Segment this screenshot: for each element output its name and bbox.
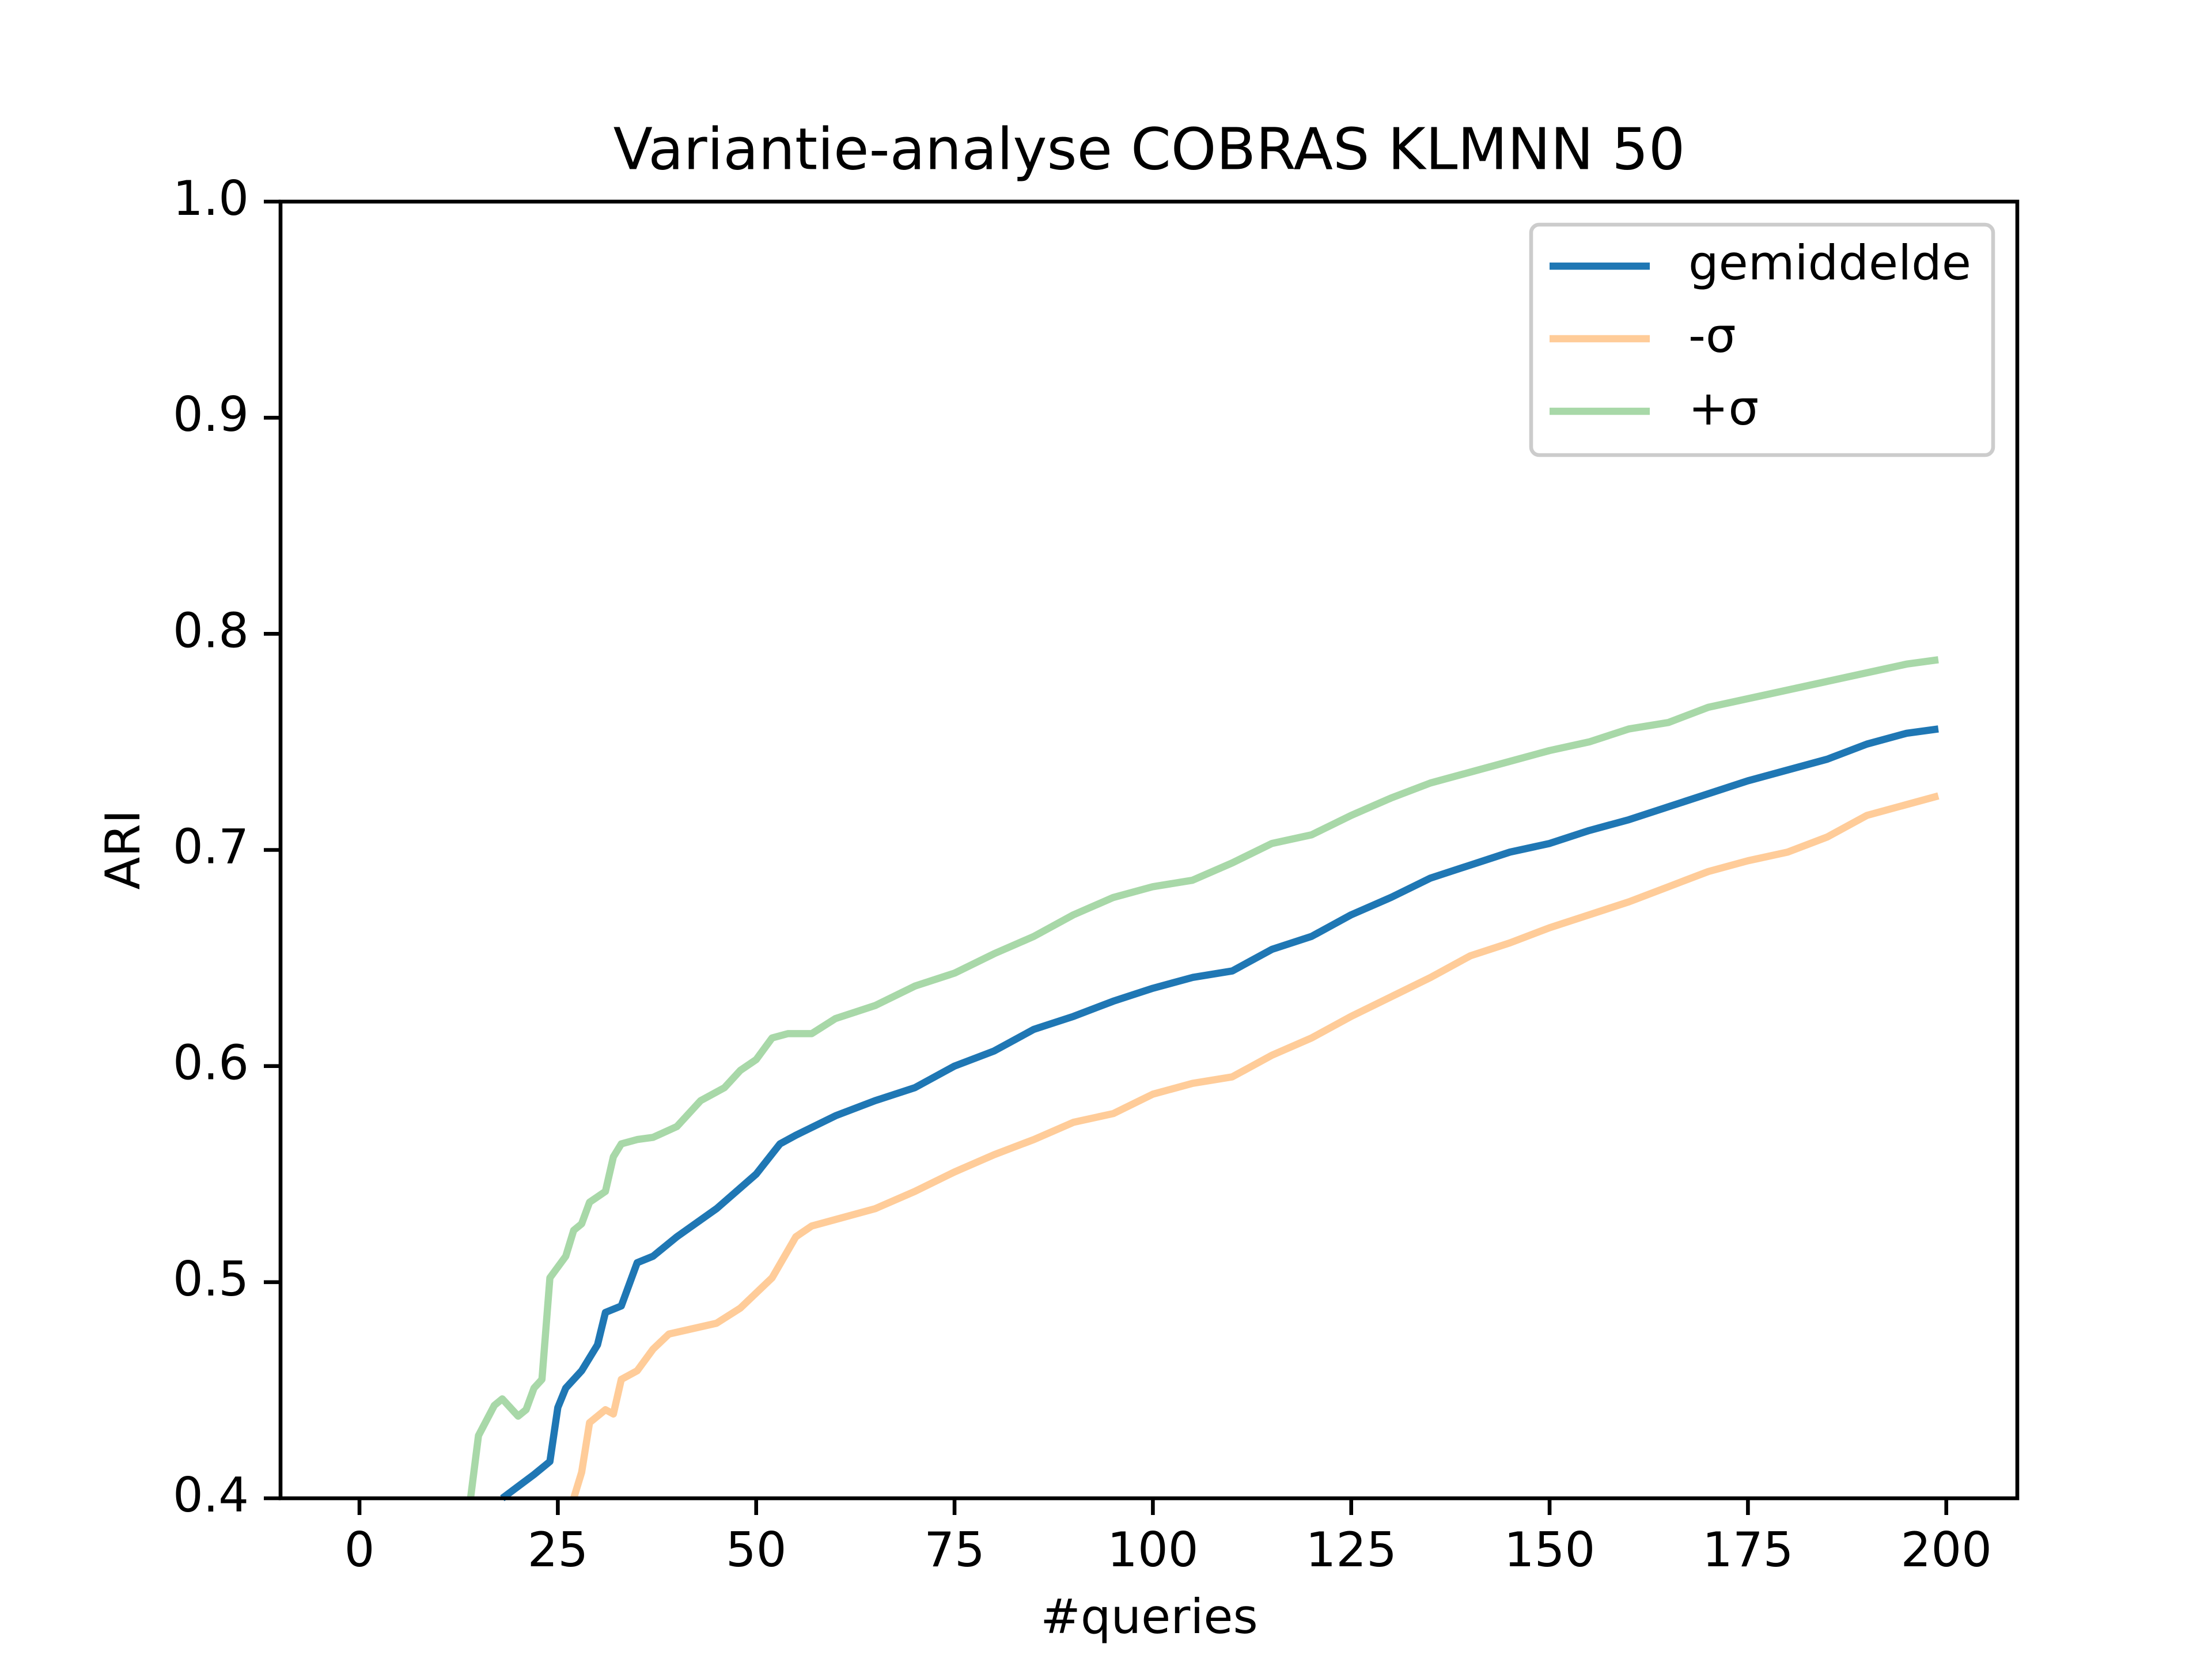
y-tick-label: 1.0 <box>173 171 249 226</box>
data-line <box>570 792 1940 1499</box>
x-tick-label: 100 <box>1107 1522 1198 1578</box>
y-tick-label: 0.8 <box>173 603 249 658</box>
x-tick-label: 75 <box>924 1522 985 1578</box>
x-tick-label: 25 <box>528 1522 589 1578</box>
y-tick-label: 0.5 <box>173 1251 249 1307</box>
x-tick-label: 175 <box>1702 1522 1793 1578</box>
y-axis-label: ARI <box>95 810 151 890</box>
y-tick-label: 0.4 <box>173 1467 249 1523</box>
x-tick-label: 200 <box>1901 1522 1992 1578</box>
axes-frame <box>278 199 2020 1501</box>
data-line <box>467 656 1939 1499</box>
legend-box <box>1529 222 1995 457</box>
legend-label: -σ <box>1688 308 1736 363</box>
legend-label: gemiddelde <box>1688 235 1971 291</box>
legend-label: +σ <box>1688 380 1759 436</box>
chart-title: Variantie-analyse COBRAS KLMNN 50 <box>613 115 1685 183</box>
y-tick-label: 0.9 <box>173 387 249 442</box>
x-tick-label: 0 <box>344 1522 375 1578</box>
data-line <box>500 725 1939 1502</box>
x-axis-label: #queries <box>1040 1589 1257 1645</box>
x-tick-label: 150 <box>1504 1522 1595 1578</box>
x-tick-label: 50 <box>726 1522 787 1578</box>
x-tick-label: 125 <box>1306 1522 1397 1578</box>
y-tick-label: 0.6 <box>173 1035 249 1091</box>
y-tick-label: 0.7 <box>173 819 249 874</box>
